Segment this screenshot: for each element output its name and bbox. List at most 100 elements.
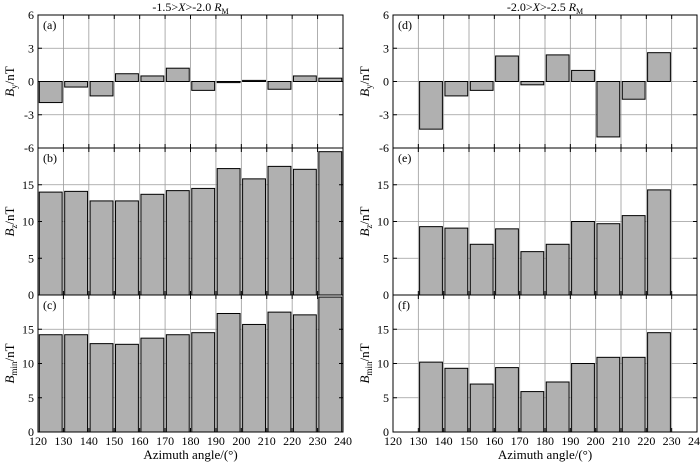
y-label-symbol: B	[357, 89, 372, 97]
x-tick-label: 210	[612, 434, 630, 448]
bar	[647, 189, 671, 296]
bar	[419, 361, 443, 433]
bar	[621, 215, 646, 296]
y-tick-label: 0	[28, 75, 34, 89]
x-tick-label: 200	[587, 434, 605, 448]
x-tick-label: 230	[309, 434, 327, 448]
y-label-subscript: y	[364, 84, 374, 89]
bar	[495, 55, 519, 83]
y-tick-label: 6	[28, 8, 34, 22]
y-tick-label: 0	[383, 288, 389, 302]
y-tick-label: -6	[24, 141, 34, 155]
bar	[89, 81, 114, 97]
panel-e: 0 5 10 15 (e) Bz/nT	[357, 147, 698, 302]
y-tick-label: 10	[377, 357, 389, 371]
y-label-symbol: B	[357, 229, 372, 237]
x-tick-label: 180	[536, 434, 554, 448]
bar	[419, 81, 443, 130]
title-part: >-2.0	[185, 0, 214, 14]
x-tick-label: 220	[637, 434, 655, 448]
bar	[292, 168, 317, 296]
bar	[64, 81, 89, 88]
y-label-subscript: z	[9, 225, 19, 229]
bar	[216, 81, 241, 84]
y-tick-label: -3	[24, 108, 34, 122]
title-var: X	[532, 0, 541, 14]
panel-c: 0 5 10 15 120 130 140 150 160 170 180 190 200 210 220 2…	[2, 294, 352, 462]
bar	[242, 178, 266, 296]
bar	[216, 168, 241, 296]
x-tick-label: 230	[663, 434, 681, 448]
bar	[520, 251, 545, 296]
x-tick-label: 190	[561, 434, 579, 448]
y-label-unit: /nT	[357, 343, 372, 361]
bar	[140, 337, 165, 433]
x-tick-label: 240	[334, 434, 352, 448]
x-tick-label: 220	[283, 434, 301, 448]
y-tick-label: -3	[379, 108, 389, 122]
bar	[596, 223, 621, 296]
x-axis-label: Azimuth angle/(°)	[143, 447, 237, 462]
y-label-unit: /nT	[357, 66, 372, 84]
y-tick-label: 0	[383, 425, 389, 439]
x-tick-label: 120	[29, 434, 47, 448]
bar	[165, 67, 190, 82]
title-var: X	[177, 0, 186, 14]
bar	[115, 73, 139, 83]
title-part: -2.0>	[507, 0, 533, 14]
bar	[64, 190, 89, 296]
y-axis-label: By/nT	[2, 66, 19, 97]
bar	[292, 314, 317, 433]
bar	[444, 227, 469, 296]
bar	[38, 191, 63, 296]
y-tick-label: -6	[379, 141, 389, 155]
y-label-subscript: min	[9, 361, 19, 376]
y-label-unit: /nT	[2, 343, 17, 361]
bar	[267, 81, 292, 90]
panel-label: (a)	[43, 18, 56, 32]
x-tick-label: 180	[182, 434, 200, 448]
bar	[115, 200, 139, 296]
bar	[647, 332, 671, 433]
bar	[571, 69, 595, 82]
title-part: -1.5>	[152, 0, 178, 14]
y-tick-label: 5	[383, 251, 389, 265]
y-tick-label: 5	[28, 251, 34, 265]
column-title: -2.0>X>-2.5 RM	[507, 0, 583, 16]
bar	[64, 334, 89, 433]
bar	[318, 296, 343, 433]
bar	[469, 81, 494, 91]
y-tick-label: 10	[22, 357, 34, 371]
y-label-symbol: B	[2, 89, 17, 97]
y-label-unit: /nT	[2, 66, 17, 84]
bar	[267, 165, 292, 296]
bar	[140, 193, 165, 296]
bar	[545, 243, 570, 296]
bar	[165, 190, 190, 296]
panel-d: -6 -3 0 3 6 (d) By/nT	[357, 8, 698, 155]
y-axis-label: By/nT	[357, 66, 374, 97]
y-tick-label: 0	[28, 425, 34, 439]
bar	[571, 221, 595, 296]
bar	[621, 356, 646, 433]
panel-label: (b)	[43, 151, 57, 165]
y-tick-label: 15	[377, 178, 389, 192]
y-tick-label: 10	[377, 215, 389, 229]
bar	[267, 311, 292, 433]
y-tick-label: 0	[28, 288, 34, 302]
column-title: -1.5>X>-2.0 RM	[152, 0, 228, 16]
y-label-symbol: B	[2, 229, 17, 237]
x-tick-label: 120	[384, 434, 402, 448]
y-tick-label: 10	[22, 215, 34, 229]
bar	[596, 356, 621, 433]
bar	[165, 334, 190, 433]
bar	[191, 187, 216, 296]
y-tick-label: 15	[377, 322, 389, 336]
bar	[545, 54, 570, 83]
bar	[596, 81, 621, 138]
y-tick-label: 0	[383, 75, 389, 89]
bar	[191, 81, 216, 91]
y-label-symbol: B	[2, 376, 17, 384]
y-label-subscript: y	[9, 84, 19, 89]
x-tick-label: 210	[258, 434, 276, 448]
